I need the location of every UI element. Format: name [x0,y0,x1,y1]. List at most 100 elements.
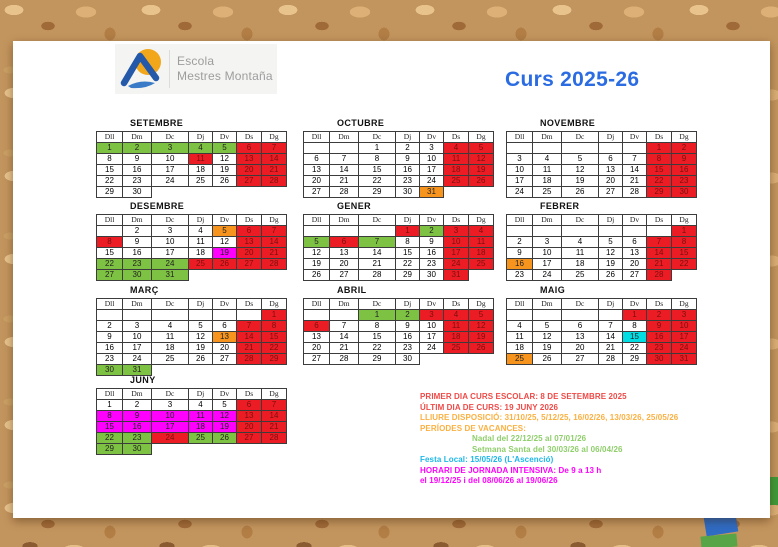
day-cell: 29 [96,186,123,198]
day-cell: 12 [598,247,623,259]
day-cell: 7 [261,225,287,237]
day-cell: 16 [671,164,697,176]
blank-day-cell [96,225,123,237]
day-cell: 10 [419,320,444,332]
day-cell: 23 [96,353,123,365]
empty-space [213,444,237,455]
blank-day-cell [598,142,623,154]
day-cell: 16 [122,247,152,259]
day-header: Dc [151,131,189,143]
day-header: Dg [671,298,697,310]
day-cell: 16 [419,247,444,259]
day-cell: 4 [468,225,494,237]
day-cell: 14 [236,331,262,343]
blank-day-cell [622,225,647,237]
empty-space [189,365,213,376]
day-cell: 15 [646,164,672,176]
day-cell: 8 [96,236,123,248]
day-cell: 12 [212,236,237,248]
day-cell: 26 [303,269,330,281]
day-cell: 1 [261,309,287,321]
day-cell: 9 [419,236,444,248]
day-header: Dll [303,214,330,226]
day-cell: 20 [622,258,647,270]
day-cell: 12 [188,331,213,343]
day-cell: 28 [329,186,359,198]
blank-day-cell [532,142,562,154]
day-header: Dj [395,298,420,310]
day-cell: 23 [395,175,420,187]
day-header: Dj [395,214,420,226]
blank-day-cell [506,309,533,321]
day-cell: 18 [188,164,213,176]
blank-day-cell [303,142,330,154]
day-cell: 27 [561,353,599,365]
day-cell: 17 [151,247,189,259]
day-cell: 19 [561,175,599,187]
calendar-abril: ABRIL Dll Dm Dc Dj Dv Ds Dg 1 2 3 4 5 6 7 8 9 10 11 12 13 14 1… [303,285,494,365]
calendar-octubre: OCTUBRE Dll Dm Dc Dj Dv Ds Dg 1 2 3 4 5 6 7 8 9 10 11 12 13 1… [303,118,494,198]
day-cell: 23 [122,258,152,270]
day-header: Dv [622,131,647,143]
legend-line-6: Setmana Santa del 30/03/26 al 06/04/26 [472,444,623,454]
blank-day-cell [561,225,599,237]
blank-day-cell [303,225,330,237]
day-cell: 2 [419,225,444,237]
day-cell: 28 [236,353,262,365]
day-cell: 11 [151,331,189,343]
day-cell: 8 [622,320,647,332]
month-title: JUNY [130,375,156,385]
day-cell: 5 [598,236,623,248]
day-cell: 13 [303,164,330,176]
month-title: GENER [337,201,372,211]
day-cell: 7 [646,236,672,248]
day-cell: 28 [646,269,672,281]
day-cell: 6 [303,153,330,165]
day-header: Ds [443,214,469,226]
month-table: Dll Dm Dc Dj Dv Ds Dg 1 2 3 4 5 6 7 8 9 10 11 12 13 14 15 16 17… [96,298,287,376]
day-cell: 10 [443,236,469,248]
day-cell: 15 [671,247,697,259]
day-cell: 6 [236,142,262,154]
blank-day-cell [303,309,330,321]
month-table: Dll Dm Dc Dj Dv Ds Dg 1 2 3 4 5 6 7 8 9 10 11 12 13 14 15 16 17… [506,298,697,365]
day-header: Dj [188,388,213,400]
day-cell: 9 [122,410,152,422]
day-cell: 7 [358,236,396,248]
day-header: Dm [329,131,359,143]
day-cell: 28 [261,432,287,444]
day-cell: 2 [122,399,152,411]
day-cell: 25 [506,353,533,365]
empty-space [189,187,213,198]
day-cell: 21 [329,175,359,187]
day-cell: 11 [188,410,213,422]
day-cell: 22 [96,175,123,187]
calendar-gener: GENER Dll Dm Dc Dj Dv Ds Dg 1 2 3 4 5 6 7 8 9 10 11 12 13 14 1… [303,201,494,281]
empty-space [262,444,287,455]
day-header: Dg [671,131,697,143]
day-cell: 3 [419,309,444,321]
empty-space [262,187,287,198]
day-cell: 1 [358,309,396,321]
day-cell: 12 [468,153,494,165]
day-cell: 17 [532,258,562,270]
calendar-sheet: Escola Mestres Montaña Curs 2025-26 SETE… [13,41,770,518]
day-cell: 23 [419,258,444,270]
day-cell: 19 [598,258,623,270]
day-cell: 13 [236,236,262,248]
month-table: Dll Dm Dc Dj Dv Ds Dg 2 3 4 5 6 7 8 9 10 11 12 13 14 15 16 17 1… [96,214,287,281]
day-cell: 28 [261,175,287,187]
day-cell: 5 [212,142,237,154]
day-cell: 3 [151,142,189,154]
day-header: Dm [329,298,359,310]
course-title: Curs 2025-26 [505,68,640,91]
day-cell: 2 [671,142,697,154]
day-cell: 21 [622,175,647,187]
legend-line-1: PRIMER DIA CURS ESCOLAR: 8 DE SETEMBRE 2… [420,392,627,401]
month-title: MARÇ [130,285,159,295]
day-cell: 19 [468,331,494,343]
day-cell: 26 [532,353,562,365]
day-cell: 9 [646,320,672,332]
day-cell: 30 [122,186,152,198]
day-cell: 25 [188,258,213,270]
